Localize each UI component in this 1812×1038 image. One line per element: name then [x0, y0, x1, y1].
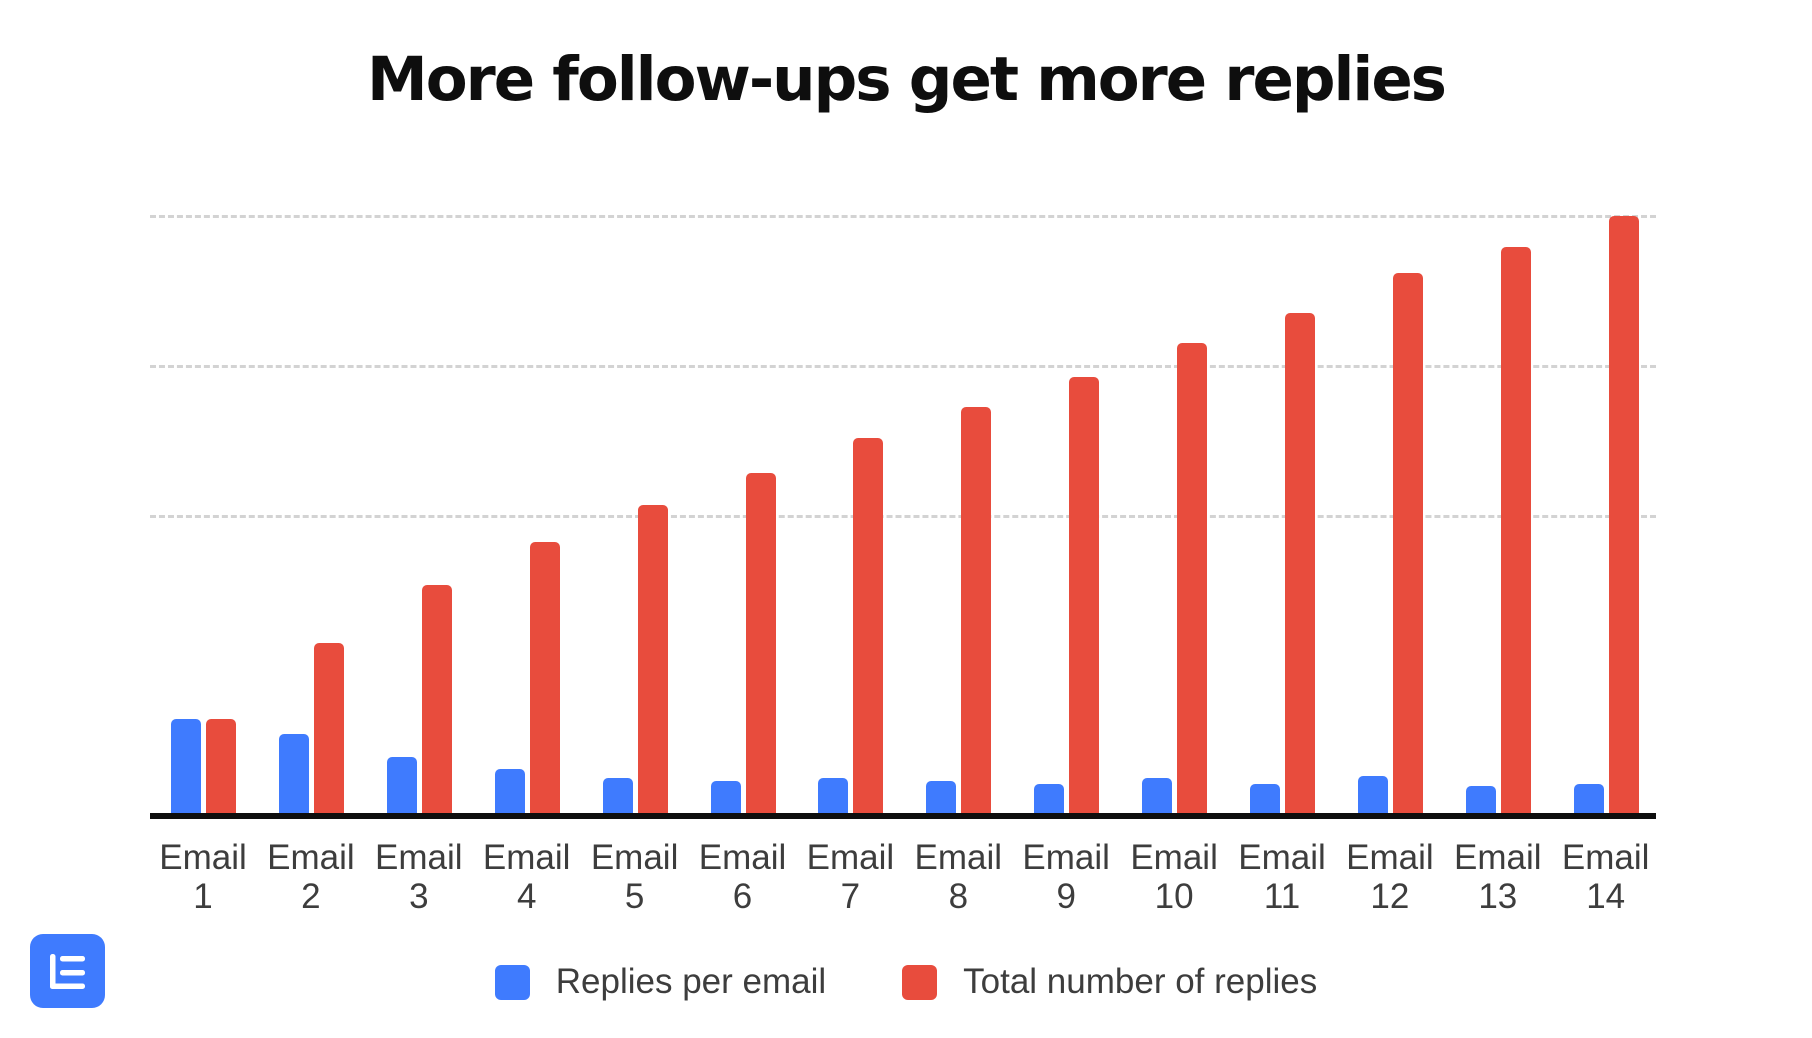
bar-replies-per-email: [1573, 784, 1604, 813]
bar-total-replies: [961, 406, 992, 813]
x-label-line1: Email: [1130, 838, 1218, 877]
x-label-line1: Email: [698, 838, 787, 877]
x-label-line2: 5: [624, 877, 645, 916]
gridline: [150, 215, 1656, 218]
bar-replies-per-email: [926, 780, 957, 813]
bar-total-replies: [421, 585, 452, 813]
bar-replies-per-email: [1465, 786, 1496, 813]
bar-total-replies: [745, 472, 776, 813]
x-label-line1: Email: [914, 838, 1003, 877]
x-label-line1: Email: [482, 838, 571, 877]
legend: Replies per email Total number of replie…: [0, 960, 1812, 1004]
x-axis-line: [150, 813, 1656, 819]
x-label-line2: 13: [1478, 877, 1518, 916]
x-axis-label: Email 8: [904, 838, 1012, 916]
x-label-line2: 3: [409, 877, 429, 916]
bar-replies-per-email: [494, 768, 525, 813]
x-label-line1: Email: [159, 838, 247, 877]
plot-area: [150, 150, 1656, 813]
x-axis-label: Email 2: [257, 838, 365, 916]
x-axis-label: Email 9: [1012, 838, 1120, 916]
x-axis-label: Email 14: [1552, 838, 1660, 916]
bar-replies-per-email: [278, 734, 309, 813]
x-axis-label: Email 11: [1228, 838, 1336, 916]
bar-total-replies: [206, 719, 236, 813]
bar-replies-per-email: [818, 777, 849, 813]
bar-replies-per-email: [386, 756, 417, 813]
bar-total-replies: [853, 438, 884, 813]
x-axis-label: Email 12: [1336, 838, 1444, 916]
x-axis-label: Email 6: [689, 838, 797, 916]
legend-item-total-replies: Total number of replies: [902, 962, 1317, 1002]
chart-title: More follow-ups get more replies: [367, 44, 1447, 115]
x-label-line1: Email: [375, 838, 463, 877]
x-label-line2: 12: [1370, 877, 1410, 916]
legend-label: Replies per email: [555, 962, 827, 1001]
bar-replies-per-email: [1357, 775, 1388, 813]
bar-total-replies: [529, 542, 560, 813]
x-axis-label: Email 5: [581, 838, 689, 916]
legend-item-replies-per-email: Replies per email: [494, 962, 827, 1002]
gridline: [150, 515, 1656, 518]
bar-total-replies: [637, 505, 668, 813]
x-label-line1: Email: [1022, 838, 1110, 877]
x-label-line2: 11: [1263, 877, 1301, 916]
x-label-line2: 10: [1154, 877, 1194, 916]
legend-swatch-red: [902, 964, 938, 1000]
bar-total-replies: [1069, 377, 1100, 813]
x-label-line1: Email: [590, 838, 679, 877]
bar-total-replies: [313, 643, 344, 813]
x-label-line2: 8: [948, 877, 969, 916]
bar-total-replies: [1500, 247, 1531, 813]
bar-replies-per-email: [1034, 784, 1065, 813]
x-axis-label: Email 7: [796, 838, 904, 916]
bar-replies-per-email: [710, 780, 741, 813]
x-label-line1: Email: [806, 838, 895, 877]
x-label-line2: 14: [1586, 877, 1626, 916]
bar-replies-per-email: [602, 777, 633, 813]
bar-total-replies: [1608, 216, 1639, 813]
x-axis-label: Email 1: [149, 838, 257, 916]
x-label-line1: Email: [1454, 838, 1542, 877]
x-label-line2: 4: [516, 877, 537, 916]
legend-swatch-blue: [494, 964, 530, 1000]
x-label-line1: Email: [1238, 838, 1326, 877]
x-axis-label: Email 4: [473, 838, 581, 916]
x-label-line2: 1: [193, 877, 213, 916]
x-axis-label: Email 10: [1120, 838, 1228, 916]
bar-replies-per-email: [171, 719, 201, 813]
x-label-line2: 9: [1056, 877, 1076, 916]
x-label-line1: Email: [1561, 838, 1650, 877]
x-label-line1: Email: [1346, 838, 1434, 877]
bar-replies-per-email: [1250, 784, 1280, 813]
x-label-line2: 2: [301, 877, 321, 916]
legend-label: Total number of replies: [963, 962, 1318, 1001]
bar-total-replies: [1177, 342, 1208, 813]
brand-logo-icon: [30, 934, 105, 1008]
bar-replies-per-email: [1142, 777, 1173, 813]
logo-glyph-icon: [50, 954, 85, 989]
x-axis-label: Email 13: [1444, 838, 1552, 916]
bar-total-replies: [1285, 313, 1315, 813]
x-label-line1: Email: [267, 838, 355, 877]
x-axis-label: Email 3: [365, 838, 473, 916]
gridline: [150, 365, 1656, 368]
x-label-line2: 6: [732, 877, 753, 916]
bar-total-replies: [1392, 273, 1423, 813]
x-label-line2: 7: [840, 877, 861, 916]
